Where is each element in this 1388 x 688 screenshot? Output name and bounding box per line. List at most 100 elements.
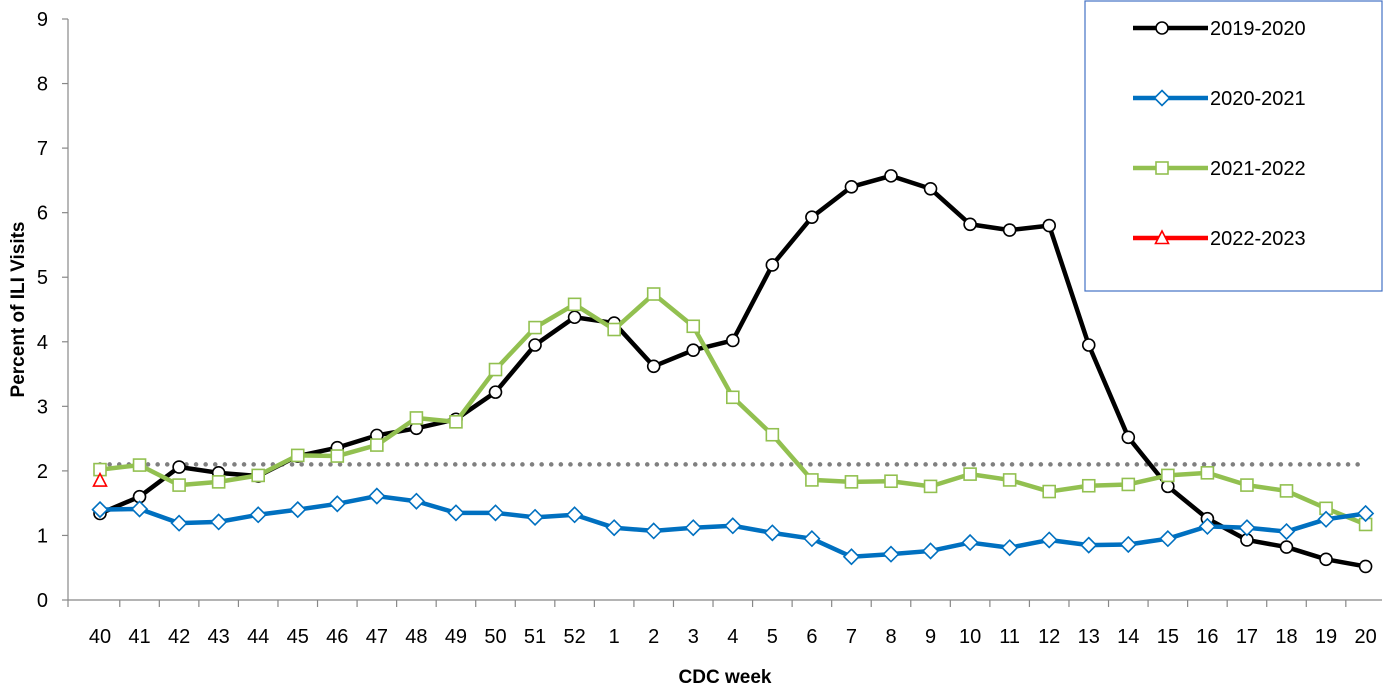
data-point	[724, 517, 742, 535]
data-point	[1319, 552, 1333, 567]
x-tick-label: 42	[168, 626, 190, 648]
x-tick-label: 40	[89, 626, 111, 648]
data-point	[1279, 484, 1294, 498]
x-tick-label: 12	[1038, 626, 1060, 648]
legend-label: 2021-2022	[1210, 158, 1306, 180]
data-point	[407, 492, 426, 510]
x-tick-label: 3	[688, 626, 699, 648]
data-point	[1002, 223, 1017, 237]
y-tick-label: 3	[37, 396, 48, 418]
data-point	[923, 181, 938, 196]
data-point	[844, 180, 859, 194]
data-point	[1121, 477, 1136, 492]
x-tick-label: 6	[806, 626, 817, 648]
data-point	[805, 473, 819, 487]
data-point	[1240, 478, 1254, 492]
legend-label: 2022-2023	[1210, 228, 1306, 250]
legend-marker	[1155, 21, 1169, 35]
data-point	[211, 475, 226, 489]
data-point	[409, 411, 424, 425]
data-point	[842, 548, 861, 566]
data-point	[1277, 522, 1296, 541]
data-point	[1198, 517, 1217, 536]
data-point	[1161, 468, 1175, 483]
x-tick-label: 47	[366, 626, 388, 648]
y-tick-label: 9	[37, 9, 48, 31]
x-tick-label: 46	[326, 626, 348, 648]
data-point	[486, 504, 505, 522]
data-point	[923, 479, 938, 494]
series-2022-2023	[92, 471, 108, 487]
data-point	[882, 545, 900, 563]
data-point	[1356, 504, 1375, 523]
data-point	[251, 468, 265, 483]
data-point	[607, 322, 621, 337]
data-point	[765, 427, 780, 442]
y-tick-label: 8	[37, 74, 48, 96]
x-tick-label: 13	[1078, 626, 1100, 648]
data-point	[963, 217, 977, 232]
data-point	[92, 471, 108, 487]
data-point	[328, 495, 346, 513]
data-point	[884, 169, 898, 183]
data-point	[1200, 466, 1215, 480]
x-tick-label: 17	[1236, 626, 1258, 648]
x-tick-label: 9	[925, 626, 936, 648]
x-tick-label: 15	[1157, 626, 1179, 648]
data-point	[526, 508, 544, 527]
legend-marker	[1155, 161, 1169, 175]
data-point	[921, 542, 940, 560]
data-point	[368, 487, 386, 505]
data-point	[1042, 484, 1056, 499]
y-tick-label: 0	[37, 590, 48, 612]
data-point	[646, 287, 661, 301]
y-tick-label: 6	[37, 203, 48, 225]
data-point	[1002, 473, 1017, 487]
data-point	[172, 478, 186, 492]
x-axis-title: CDC week	[679, 667, 772, 688]
series-2021-2022	[93, 287, 1373, 532]
x-tick-label: 14	[1117, 626, 1139, 648]
data-point	[528, 338, 542, 352]
data-point	[289, 500, 307, 519]
data-point	[370, 438, 384, 452]
data-point	[210, 513, 228, 531]
x-tick-label: 5	[767, 626, 778, 648]
data-point	[1358, 559, 1373, 574]
x-tick-label: 20	[1354, 626, 1376, 648]
data-point	[805, 210, 819, 224]
x-tick-label: 41	[128, 626, 150, 648]
data-point	[528, 320, 542, 335]
x-tick-label: 44	[247, 626, 269, 648]
data-point	[1040, 531, 1058, 549]
series-2020-2021	[91, 487, 1375, 566]
data-point	[1238, 519, 1256, 537]
data-point	[961, 533, 979, 552]
data-point	[1159, 530, 1177, 548]
data-point	[567, 310, 582, 325]
data-point	[290, 448, 305, 463]
legend-item: 2022-2023	[1133, 228, 1306, 250]
legend-marker	[1154, 229, 1170, 245]
x-tick-label: 10	[959, 626, 981, 648]
series-layer	[91, 169, 1375, 574]
legend-item: 2021-2022	[1133, 158, 1306, 180]
data-point	[765, 258, 780, 272]
legend-box	[1084, 0, 1383, 292]
data-point	[884, 474, 898, 489]
y-axis-title: Percent of ILI Visits	[8, 222, 29, 398]
data-point	[725, 333, 740, 348]
data-point	[686, 343, 701, 357]
data-point	[172, 460, 186, 474]
legend-label: 2019-2020	[1210, 18, 1306, 40]
data-point	[686, 319, 701, 334]
data-point	[130, 500, 149, 518]
x-tick-label: 8	[885, 626, 896, 648]
data-point	[963, 467, 977, 481]
x-tick-label: 19	[1315, 626, 1337, 648]
y-tick-label: 5	[37, 267, 48, 289]
x-tick-label: 48	[405, 626, 427, 648]
data-point	[725, 390, 740, 405]
data-point	[447, 504, 465, 522]
